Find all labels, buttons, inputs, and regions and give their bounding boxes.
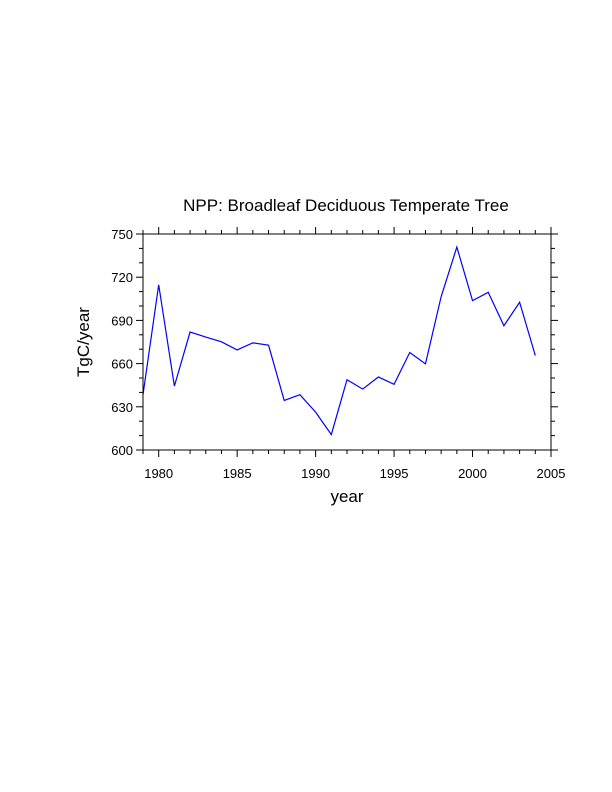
x-tick-label: 1995: [380, 466, 409, 481]
y-tick-label: 750: [111, 227, 133, 242]
y-tick-label: 720: [111, 270, 133, 285]
x-tick-label: 2005: [537, 466, 566, 481]
x-tick-label: 1980: [144, 466, 173, 481]
x-tick-label: 1985: [223, 466, 252, 481]
x-tick-label: 2000: [458, 466, 487, 481]
y-tick-label: 600: [111, 443, 133, 458]
x-tick-label: 1990: [301, 466, 330, 481]
chart-title: NPP: Broadleaf Deciduous Temperate Tree: [183, 196, 509, 215]
y-tick-label: 660: [111, 357, 133, 372]
y-tick-label: 690: [111, 313, 133, 328]
y-tick-label: 630: [111, 400, 133, 415]
plot-frame: [142, 233, 552, 451]
y-axis-label: TgC/year: [74, 307, 93, 377]
series-line-npp: [142, 245, 536, 436]
x-axis-label: year: [330, 487, 363, 506]
